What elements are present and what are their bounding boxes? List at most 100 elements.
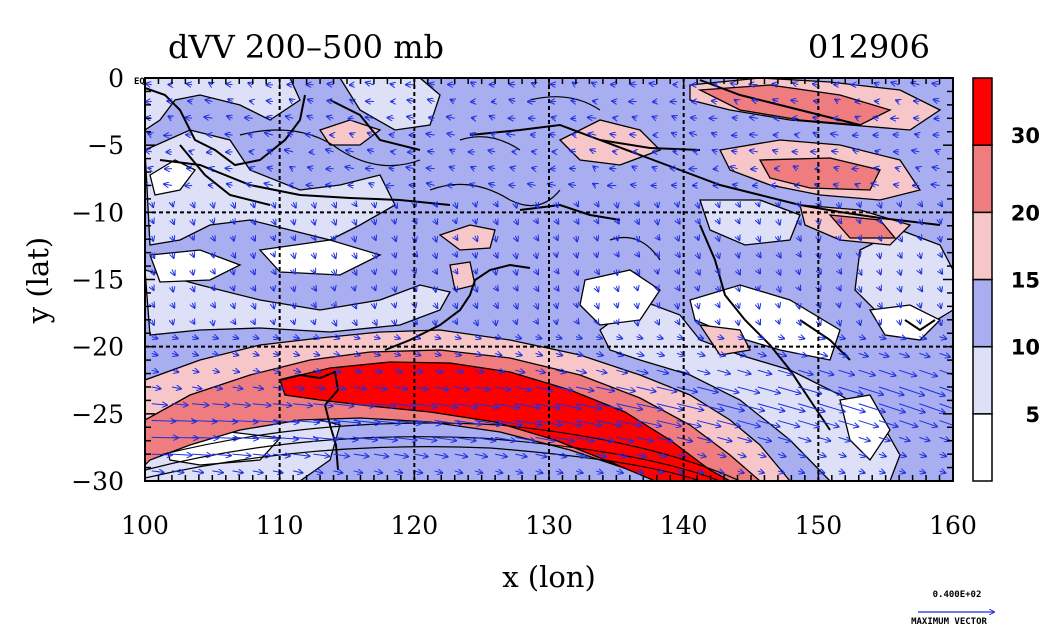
wind-vector bbox=[414, 420, 441, 424]
wind-vector bbox=[879, 320, 881, 324]
wind-vector bbox=[875, 151, 878, 152]
wind-vector bbox=[636, 471, 643, 473]
wind-vector bbox=[858, 437, 870, 441]
wind-vector bbox=[471, 167, 475, 169]
wind-vector bbox=[899, 320, 900, 325]
wind-vector bbox=[212, 421, 237, 422]
wind-vector bbox=[676, 471, 683, 473]
wind-vector bbox=[818, 337, 824, 339]
wind-vector bbox=[595, 337, 602, 339]
wind-vector bbox=[394, 420, 421, 424]
wind-vector bbox=[488, 150, 496, 152]
wind-vector bbox=[636, 337, 643, 339]
wind-vector bbox=[575, 471, 583, 473]
wind-vector bbox=[454, 337, 461, 339]
wind-vector bbox=[273, 236, 274, 240]
colorbar-label: 20 bbox=[1011, 201, 1040, 225]
wind-vector bbox=[633, 117, 637, 118]
wind-vector bbox=[334, 286, 335, 290]
wind-vector bbox=[172, 303, 174, 308]
wind-vector bbox=[515, 337, 521, 339]
wind-vector bbox=[933, 167, 940, 169]
colorbar-swatch bbox=[972, 345, 993, 415]
wind-vector bbox=[555, 386, 573, 391]
wind-vector bbox=[919, 353, 929, 356]
wind-vector bbox=[596, 202, 598, 206]
wind-vector bbox=[838, 420, 859, 427]
wind-vector bbox=[515, 219, 517, 224]
wind-vector bbox=[474, 436, 495, 440]
wind-vector bbox=[373, 387, 386, 389]
wind-vector bbox=[492, 134, 496, 136]
wind-vector bbox=[406, 167, 415, 168]
wind-vector bbox=[494, 353, 501, 355]
wind-vector bbox=[293, 236, 295, 240]
wind-vector bbox=[226, 84, 233, 85]
wind-vector bbox=[697, 253, 699, 259]
wind-vector bbox=[919, 337, 926, 339]
wind-vector bbox=[859, 303, 860, 307]
wind-vector bbox=[226, 134, 233, 135]
wind-vector bbox=[313, 202, 315, 207]
wind-vector bbox=[898, 454, 906, 456]
wind-vector bbox=[797, 337, 804, 339]
wind-vector bbox=[212, 286, 214, 290]
wind-vector bbox=[757, 369, 772, 374]
wind-vector bbox=[717, 471, 723, 473]
wind-vector bbox=[253, 320, 255, 324]
wind-vector bbox=[898, 337, 906, 339]
wind-vector bbox=[798, 269, 799, 274]
wind-vector bbox=[253, 286, 256, 290]
wind-vector bbox=[273, 269, 276, 274]
wind-vector bbox=[171, 421, 196, 422]
wind-vector bbox=[919, 420, 937, 427]
wind-vector bbox=[773, 150, 778, 152]
wind-vector bbox=[738, 236, 740, 240]
wind-vector bbox=[596, 303, 598, 308]
wind-vector bbox=[489, 167, 496, 168]
wind-vector bbox=[288, 133, 293, 135]
wind-vector bbox=[777, 337, 784, 339]
wind-vector bbox=[414, 471, 422, 473]
wind-vector bbox=[532, 168, 535, 169]
wind-vector bbox=[697, 286, 698, 290]
wind-vector bbox=[474, 337, 481, 339]
wind-vector bbox=[778, 236, 779, 241]
wind-vector bbox=[293, 454, 309, 456]
wind-vector bbox=[697, 370, 709, 373]
wind-vector bbox=[919, 253, 921, 258]
wind-vector bbox=[313, 320, 314, 324]
wind-vector bbox=[576, 269, 578, 275]
wind-vector bbox=[152, 219, 154, 223]
wind-vector bbox=[450, 150, 455, 152]
wind-vector bbox=[595, 353, 603, 355]
wind-vector bbox=[334, 218, 336, 225]
wind-vector bbox=[839, 319, 841, 326]
wind-vector bbox=[192, 218, 194, 225]
wind-vector bbox=[919, 437, 929, 440]
wind-vector bbox=[252, 421, 278, 423]
wind-vector bbox=[267, 101, 273, 102]
wind-vector bbox=[148, 133, 152, 135]
x-tick-label: 120 bbox=[390, 511, 438, 540]
wind-vector bbox=[630, 134, 637, 135]
wind-vector bbox=[212, 353, 218, 355]
wind-vector bbox=[657, 236, 660, 240]
wind-vector bbox=[233, 286, 234, 290]
wind-vector bbox=[797, 471, 804, 473]
wind-vector bbox=[555, 436, 574, 441]
wind-vector bbox=[636, 403, 663, 410]
wind-vector bbox=[939, 353, 950, 357]
wind-vector bbox=[575, 337, 582, 339]
wind-vector bbox=[818, 369, 833, 375]
wind-vector bbox=[738, 320, 739, 325]
wind-vector bbox=[326, 150, 334, 152]
wind-vector bbox=[253, 269, 255, 274]
wind-vector bbox=[192, 471, 203, 473]
wind-vector bbox=[593, 166, 596, 168]
colorbar-swatch bbox=[972, 211, 993, 281]
wind-vector bbox=[368, 133, 375, 135]
wind-vector bbox=[878, 420, 898, 427]
wind-vector bbox=[334, 303, 336, 307]
